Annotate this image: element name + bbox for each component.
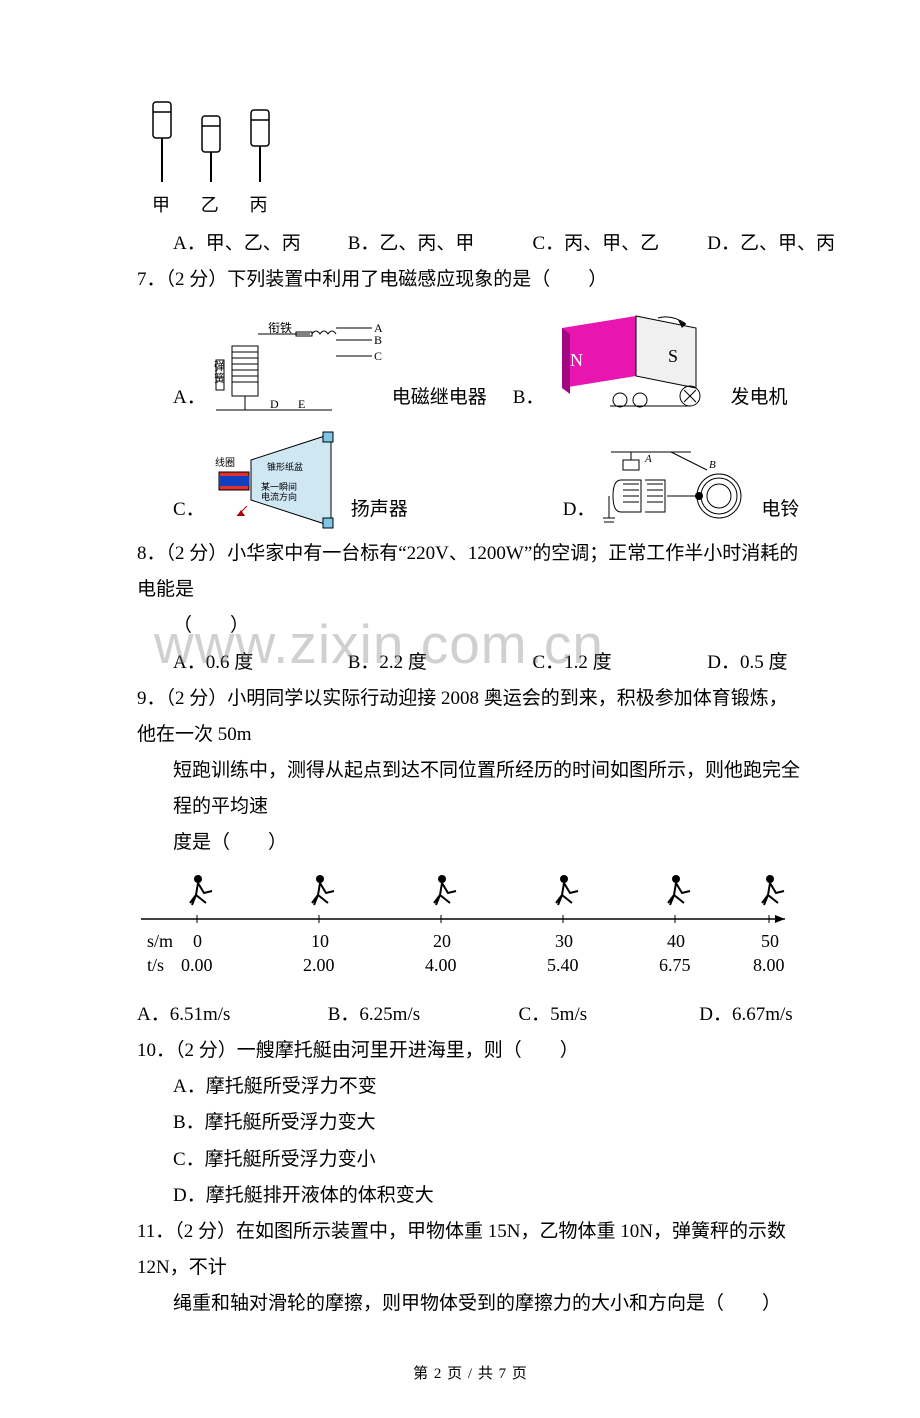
svg-text:10: 10 xyxy=(311,931,329,951)
svg-text:0.00: 0.00 xyxy=(181,955,213,975)
q9-options: A．6.51m/s B．6.25m/s C．5m/s D．6.67m/s xyxy=(137,997,804,1033)
q8-opt-b: B．2.2 度 xyxy=(348,645,528,681)
q10-opt-a: A．摩托艇所受浮力不变 xyxy=(137,1069,804,1105)
q7-label-c: 扬声器 xyxy=(341,492,537,530)
q9-stem-2: 短跑训练中，测得从起点到达不同位置所经历的时间如图所示，则他跑完全程的平均速 xyxy=(137,753,804,825)
q7-letter-c: C． xyxy=(173,492,211,530)
q8-opt-a: A．0.6 度 xyxy=(173,645,343,681)
q6-opt-c: C．丙、甲、乙 xyxy=(533,226,703,262)
q7-row-1: A． 弹 簧 衔铁 A B xyxy=(137,310,804,418)
svg-text:A: A xyxy=(644,453,652,465)
q7-cell-c: C． 线圈 锥形纸盆 某一瞬间 电流方向 扬声器 xyxy=(173,430,537,530)
svg-text:锥形纸盆: 锥形纸盆 xyxy=(267,461,303,472)
bottle-2: 乙 xyxy=(192,98,228,222)
q6-figure: 甲 乙 丙 xyxy=(137,98,804,224)
q6-opt-a: A．甲、乙、丙 xyxy=(173,226,343,262)
svg-text:50: 50 xyxy=(761,931,779,951)
svg-text:40: 40 xyxy=(667,931,685,951)
q9-stem-1: 9．（2 分）小明同学以实际行动迎接 2008 奥运会的到来，积极参加体育锻炼，… xyxy=(137,681,804,753)
q10-opt-b: B．摩托艇所受浮力变大 xyxy=(137,1105,804,1141)
q7-cell-b: B． N S 发电机 xyxy=(513,310,788,418)
svg-text:C: C xyxy=(374,349,382,363)
svg-text:5.40: 5.40 xyxy=(547,955,579,975)
bottle-3-label: 丙 xyxy=(241,188,277,222)
svg-text:线圈: 线圈 xyxy=(215,456,235,469)
svg-text:S: S xyxy=(668,346,678,366)
q7-letter-b: B． xyxy=(513,380,551,418)
relay-icon: 弹 簧 衔铁 A B C D E xyxy=(212,310,382,418)
q9-figure: s/m t/s 0 10 20 30 40 50 0.00 2.00 4.00 5.40 6.75… xyxy=(137,873,804,991)
bottle-3: 丙 xyxy=(241,98,277,222)
q6-opt-d: D．乙、甲、丙 xyxy=(707,226,835,262)
page: www.zixin.com.cn 甲 乙 丙 xyxy=(0,0,920,1418)
svg-text:某一瞬间: 某一瞬间 xyxy=(261,481,297,492)
q8-paren: （ ） xyxy=(137,608,804,644)
q9-opt-b: B．6.25m/s xyxy=(328,997,514,1033)
q7-cell-d: D． A B 电铃 xyxy=(563,440,800,530)
bottle-1-label: 甲 xyxy=(143,188,179,222)
q10-opt-c: C．摩托艇所受浮力变小 xyxy=(137,1142,804,1178)
q10-opt-d: D．摩托艇排开液体的体积变大 xyxy=(137,1178,804,1214)
q7-letter-a: A． xyxy=(173,380,212,418)
q11-stem-2: 绳重和轴对滑轮的摩擦，则甲物体受到的摩擦力的大小和方向是（ ） xyxy=(137,1286,804,1322)
q9-opt-d: D．6.67m/s xyxy=(699,997,792,1033)
bottle-1-icon xyxy=(143,98,179,186)
svg-text:20: 20 xyxy=(433,931,451,951)
svg-text:B: B xyxy=(374,333,382,347)
bottle-3-icon xyxy=(241,98,277,186)
bottle-2-icon xyxy=(192,98,228,186)
q10-stem: 10．（2 分）一艘摩托艇由河里开进海里，则（ ） xyxy=(137,1033,804,1069)
svg-text:B: B xyxy=(709,459,716,471)
q7-label-a: 电磁继电器 xyxy=(382,380,487,418)
bottle-2-label: 乙 xyxy=(192,188,228,222)
q8-options: A．0.6 度 B．2.2 度 C．1.2 度 D．0.5 度 xyxy=(137,645,804,681)
svg-text:8.00: 8.00 xyxy=(753,955,785,975)
svg-text:E: E xyxy=(298,397,305,411)
svg-text:6.75: 6.75 xyxy=(659,955,691,975)
bell-icon: A B xyxy=(601,440,751,530)
svg-text:电流方向: 电流方向 xyxy=(261,491,297,502)
q7-cell-a: A． 弹 簧 衔铁 A B xyxy=(173,310,487,418)
svg-text:衔铁: 衔铁 xyxy=(268,321,292,335)
t-label: t/s xyxy=(147,955,164,975)
q7-stem: 7．（2 分）下列装置中利用了电磁感应现象的是（ ） xyxy=(137,262,804,298)
s-label: s/m xyxy=(147,931,173,951)
q7-letter-d: D． xyxy=(563,492,602,530)
q7-row-2: C． 线圈 锥形纸盆 某一瞬间 电流方向 扬声器 D． xyxy=(137,430,804,530)
q11-stem-1: 11．（2 分）在如图所示装置中，甲物体重 15N，乙物体重 10N，弹簧秤的示… xyxy=(137,1214,804,1286)
q8-stem: 8．（2 分）小华家中有一台标有“220V、1200W”的空调；正常工作半小时消… xyxy=(137,536,804,608)
bottle-1: 甲 xyxy=(143,98,179,222)
q8-opt-d: D．0.5 度 xyxy=(707,645,787,681)
svg-text:30: 30 xyxy=(555,931,573,951)
svg-text:0: 0 xyxy=(193,931,202,951)
svg-text:4.00: 4.00 xyxy=(425,955,457,975)
svg-text:D: D xyxy=(270,397,279,411)
svg-text:N: N xyxy=(570,350,583,370)
svg-text:2.00: 2.00 xyxy=(303,955,335,975)
generator-icon: N S xyxy=(550,310,720,418)
q6-options: A．甲、乙、丙 B．乙、丙、甲 C．丙、甲、乙 D．乙、甲、丙 xyxy=(137,226,804,262)
q9-opt-c: C．5m/s xyxy=(519,997,695,1033)
q8-opt-c: C．1.2 度 xyxy=(533,645,703,681)
q9-opt-a: A．6.51m/s xyxy=(137,997,323,1033)
runner-timeline-icon: s/m t/s 0 10 20 30 40 50 0.00 2.00 4.00 5.40 6.75… xyxy=(137,873,797,991)
q6-opt-b: B．乙、丙、甲 xyxy=(348,226,528,262)
speaker-icon: 线圈 锥形纸盆 某一瞬间 电流方向 xyxy=(211,430,341,530)
q9-stem-3: 度是（ ） xyxy=(137,825,804,861)
page-footer: 第 2 页 / 共 7 页 xyxy=(137,1360,804,1389)
q7-label-b: 发电机 xyxy=(720,380,787,418)
q7-label-d: 电铃 xyxy=(751,492,799,530)
